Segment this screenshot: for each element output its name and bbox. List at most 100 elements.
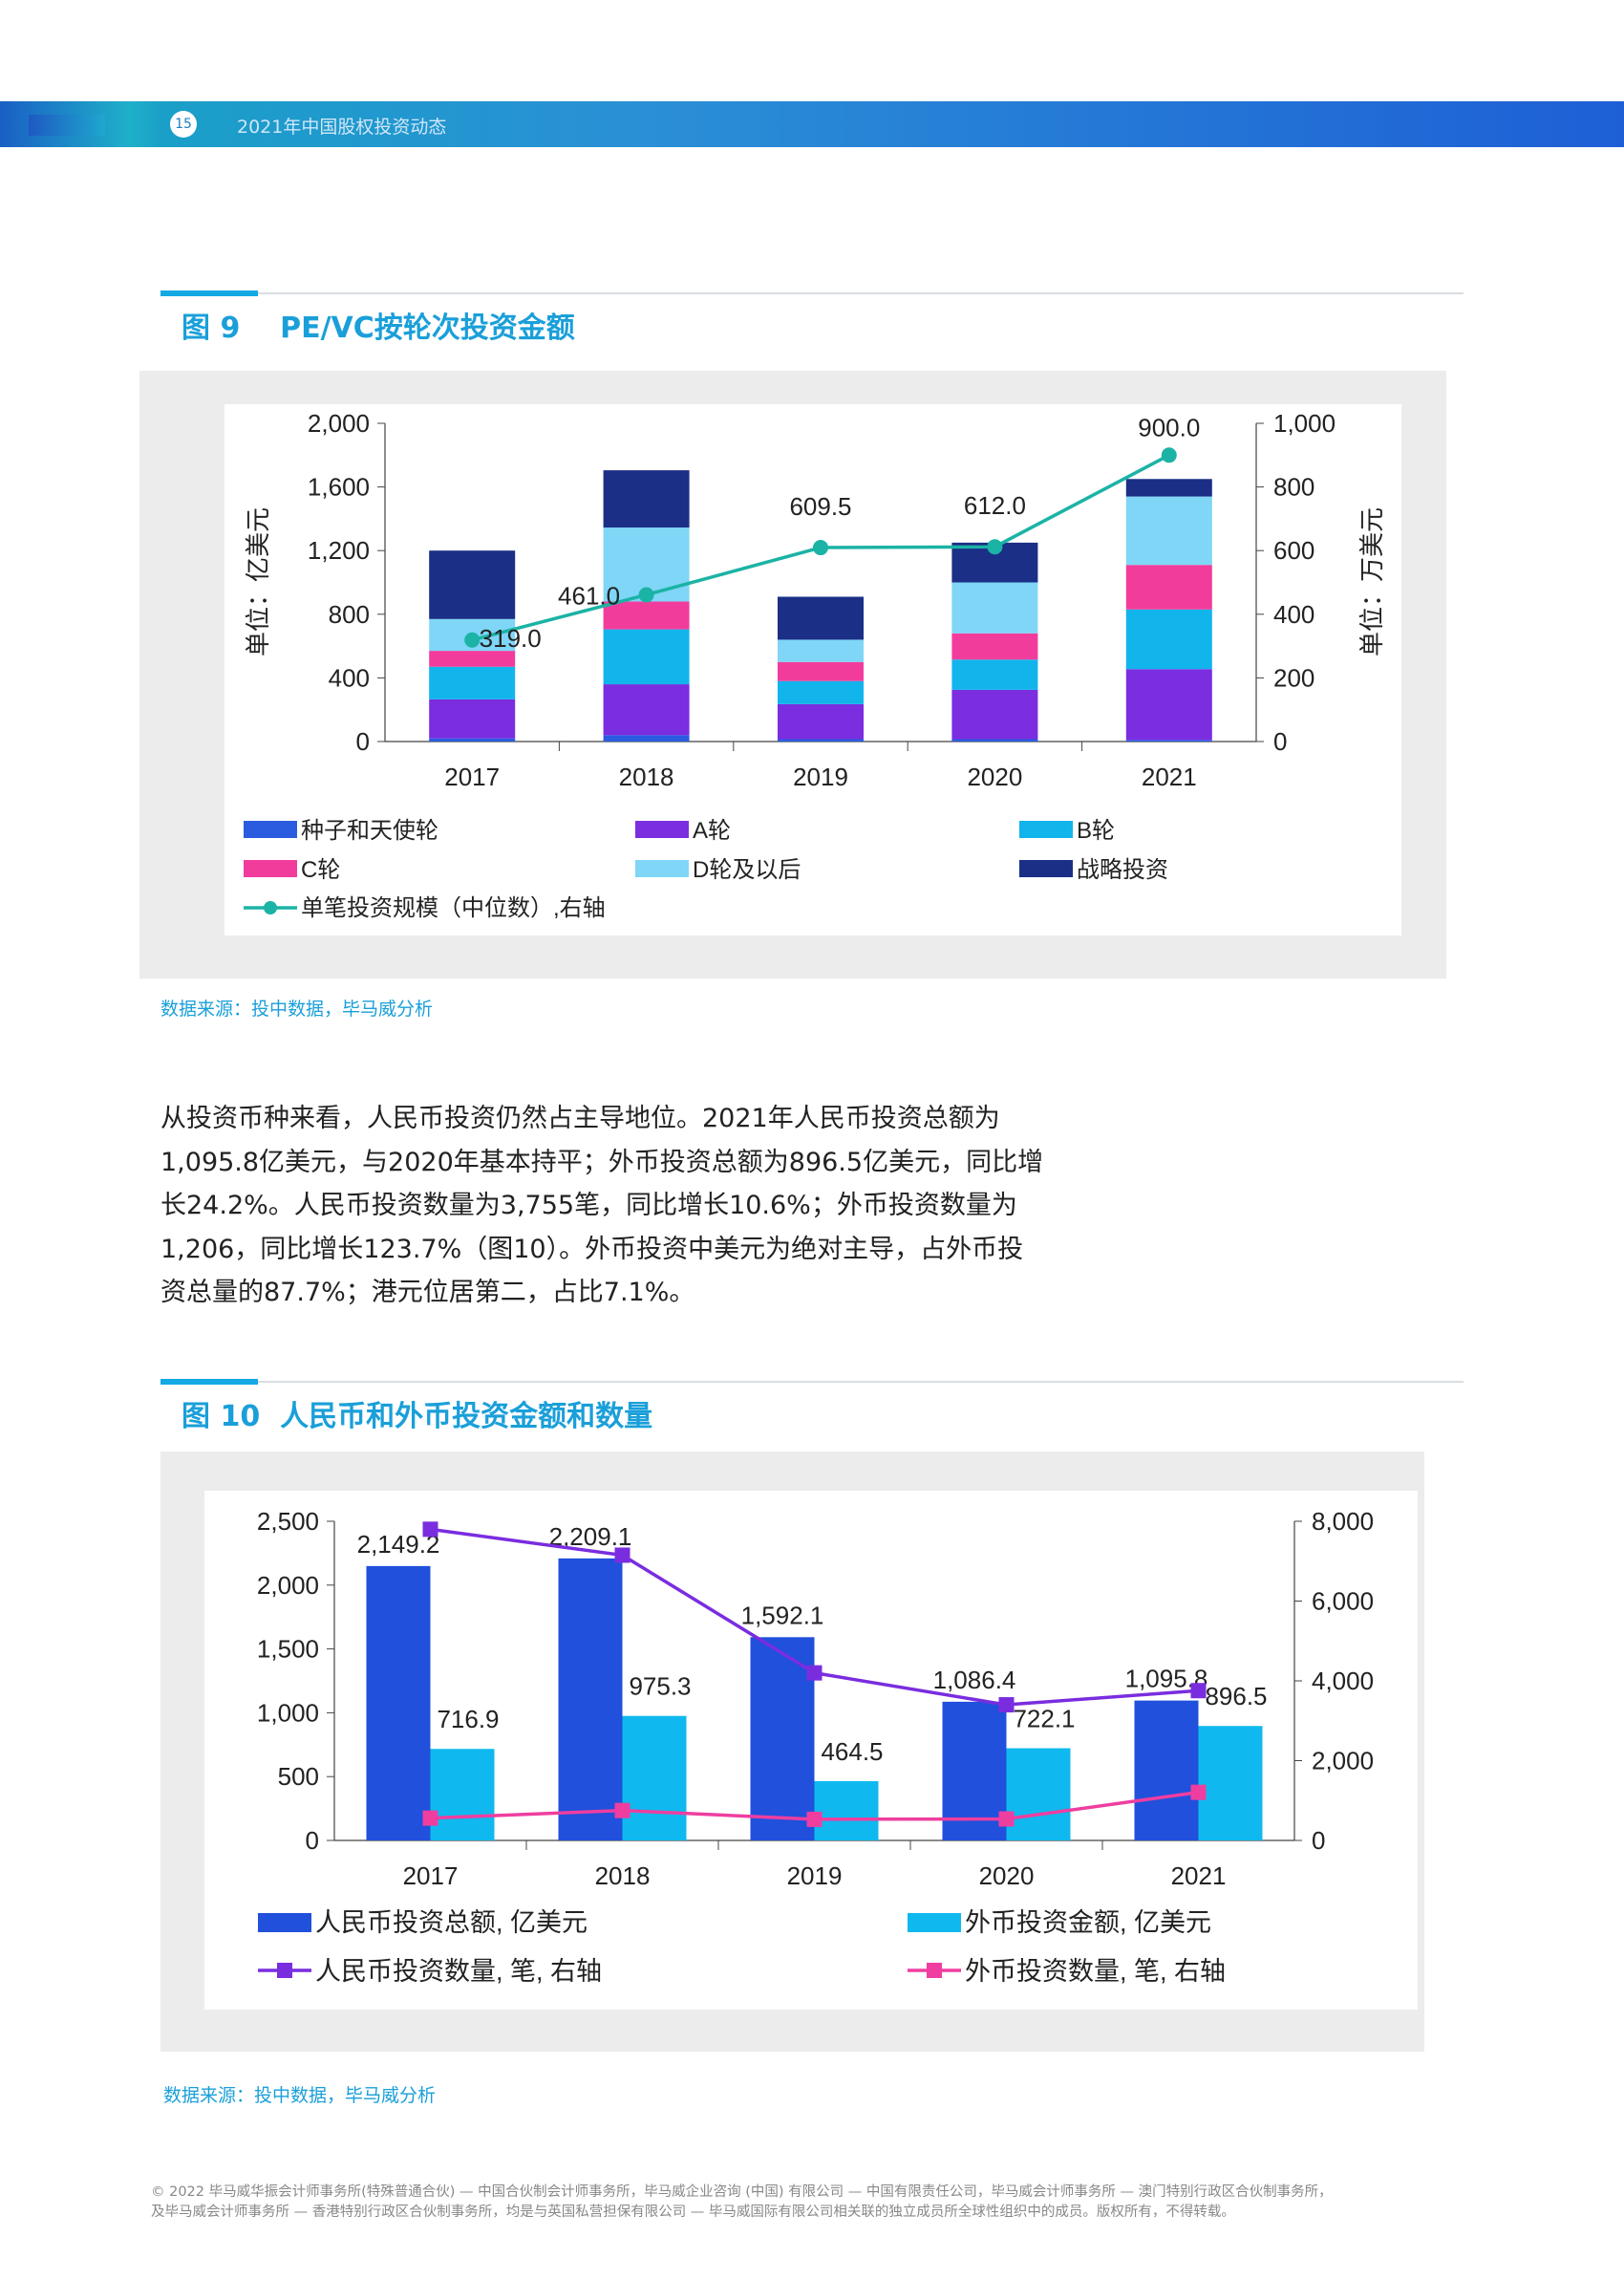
bar-segment — [778, 680, 864, 704]
legend-label: 人民币投资总额, 亿美元 — [315, 1908, 588, 1937]
x-tick-label: 2020 — [967, 763, 1022, 791]
figure10-heading: 图 10 人民币和外币投资金额和数量 — [160, 1379, 1464, 1433]
page-number: 15 — [170, 111, 197, 138]
y-axis-title: 单位：亿美元 — [244, 507, 272, 656]
figure10-canvas: 0 500 1,000 1,500 2,000 2,500 0 2,000 4,000 6,000… — [204, 1491, 1418, 2010]
legend-swatch — [258, 1913, 311, 1932]
bar-segment — [778, 661, 864, 681]
figure9-title: PE/VC按轮次投资金额 — [280, 312, 575, 345]
line-point — [1161, 447, 1177, 463]
line-marker — [1190, 1683, 1207, 1699]
line-marker — [806, 1665, 823, 1681]
line-marker — [614, 1802, 630, 1818]
legend-swatch — [908, 1913, 961, 1932]
bar-segment — [603, 684, 690, 736]
bar-segment — [951, 659, 1038, 690]
legend-line-marker — [277, 1963, 292, 1978]
legend-swatch — [635, 860, 689, 877]
bar-data-label: 1,592.1 — [741, 1601, 824, 1629]
x-tick-label: 2021 — [1171, 1861, 1227, 1890]
bar-segment — [603, 470, 690, 528]
bar-segment — [429, 651, 516, 667]
y-tick-label: 1,500 — [257, 1635, 319, 1664]
legend-label: C轮 — [301, 857, 340, 883]
y2-axis-title: 单位：万美元 — [1357, 507, 1386, 656]
bar-segment — [603, 735, 690, 742]
y2-tick-label: 800 — [1273, 473, 1314, 502]
legend-line-marker — [264, 901, 277, 914]
line-marker — [998, 1697, 1015, 1713]
line-data-label: 319.0 — [480, 624, 542, 653]
bar-data-label: 1,086.4 — [933, 1666, 1016, 1694]
bar-segment — [778, 739, 864, 742]
bar-segment — [951, 739, 1038, 742]
heading-rule — [160, 292, 1464, 294]
y-tick-label: 0 — [306, 1826, 319, 1855]
y-tick-label: 0 — [356, 727, 370, 756]
x-tick-label: 2021 — [1142, 763, 1197, 791]
paragraph-line: 从投资币种来看，人民币投资仍然占主导地位。2021年人民币投资总额为 — [160, 1104, 1000, 1133]
y2-tick-label: 6,000 — [1312, 1587, 1374, 1616]
rmb-bar — [750, 1637, 815, 1840]
y2-tick-label: 200 — [1273, 663, 1314, 692]
bar-data-label: 896.5 — [1205, 1682, 1267, 1710]
y-tick-label: 1,200 — [308, 536, 370, 565]
paragraph-line: 长24.2%。人民币投资数量为3,755笔，同比增长10.6%；外币投资数量为 — [160, 1191, 1017, 1220]
paragraph-line: 资总量的87.7%；港元位居第二，占比7.1%。 — [160, 1278, 695, 1307]
bar-segment — [429, 699, 516, 739]
y2-tick-label: 2,000 — [1312, 1747, 1374, 1775]
legend-swatch — [1019, 860, 1073, 877]
x-tick-label: 2020 — [979, 1861, 1035, 1890]
figure9-label: 图 9 — [182, 312, 241, 345]
heading-accent — [160, 1379, 258, 1385]
legend-label: D轮及以后 — [693, 857, 801, 883]
bar-segment — [951, 689, 1038, 740]
bar-data-label: 464.5 — [821, 1737, 883, 1766]
figure9-source: 数据来源：投中数据，毕马威分析 — [160, 999, 434, 1020]
header-banner: 15 2021年中国股权投资动态 — [0, 101, 1624, 147]
figure9-heading: 图 9 PE/VC按轮次投资金额 — [160, 290, 1464, 345]
paragraph-line: 1,095.8亿美元，与2020年基本持平；外币投资总额为896.5亿美元，同比… — [160, 1147, 1044, 1177]
line-marker — [422, 1810, 438, 1826]
y-tick-label: 2,500 — [257, 1507, 319, 1536]
body-paragraph: 从投资币种来看，人民币投资仍然占主导地位。2021年人民币投资总额为 1,095.… — [160, 1097, 1135, 1315]
legend-line-marker — [927, 1963, 942, 1978]
x-tick-label: 2017 — [403, 1861, 459, 1890]
bar-segment — [1125, 740, 1212, 742]
legend-swatch — [244, 860, 297, 877]
bar-segment — [1125, 609, 1212, 670]
y-tick-label: 2,000 — [257, 1571, 319, 1600]
y2-tick-label: 0 — [1273, 727, 1287, 756]
line-point — [638, 587, 654, 603]
line-data-label: 900.0 — [1138, 413, 1200, 441]
bar-segment — [429, 738, 516, 742]
bar-segment — [778, 703, 864, 740]
bar-segment — [1125, 496, 1212, 566]
line-marker — [806, 1811, 823, 1827]
x-tick-label: 2019 — [787, 1861, 843, 1890]
y-tick-label: 500 — [278, 1762, 319, 1791]
figure10-source: 数据来源：投中数据，毕马威分析 — [163, 2085, 437, 2106]
figure10-chart: 0 500 1,000 1,500 2,000 2,500 0 2,000 4,000 6,000… — [257, 1507, 1374, 1986]
bar-segment — [429, 666, 516, 699]
x-tick-label: 2018 — [595, 1861, 651, 1890]
foreign-bar — [622, 1715, 687, 1840]
y2-tick-label: 600 — [1273, 536, 1314, 565]
heading-rule — [160, 1381, 1464, 1383]
y-tick-label: 1,600 — [308, 473, 370, 502]
line-data-label: 609.5 — [789, 492, 851, 521]
figure9-canvas: 0 400 800 1,200 1,600 2,000 0 200 400 600 800 1,000… — [224, 404, 1401, 936]
bar-segment — [1125, 565, 1212, 610]
legend-label: 战略投资 — [1077, 857, 1168, 883]
bar-segment — [1125, 479, 1212, 497]
x-tick-label: 2017 — [444, 763, 500, 791]
copyright-footer: © 2022 毕马威华振会计师事务所(特殊普通合伙) — 中国合伙制会计师事务所… — [151, 2183, 1488, 2223]
bar-data-label: 975.3 — [629, 1672, 691, 1701]
y2-tick-label: 1,000 — [1273, 409, 1336, 438]
legend-swatch — [635, 821, 689, 838]
footer-line: 及毕马威会计师事务所 — 香港特别行政区合伙制事务所，均是与英国私营担保有限公司… — [151, 2205, 1235, 2220]
heading-accent — [160, 290, 258, 296]
foreign-bar — [430, 1749, 495, 1840]
paragraph-line: 1,206，同比增长123.7%（图10）。外币投资中美元为绝对主导，占外币投 — [160, 1234, 1024, 1264]
figure9-chart: 0 400 800 1,200 1,600 2,000 0 200 400 600 800 1,000… — [244, 409, 1386, 921]
